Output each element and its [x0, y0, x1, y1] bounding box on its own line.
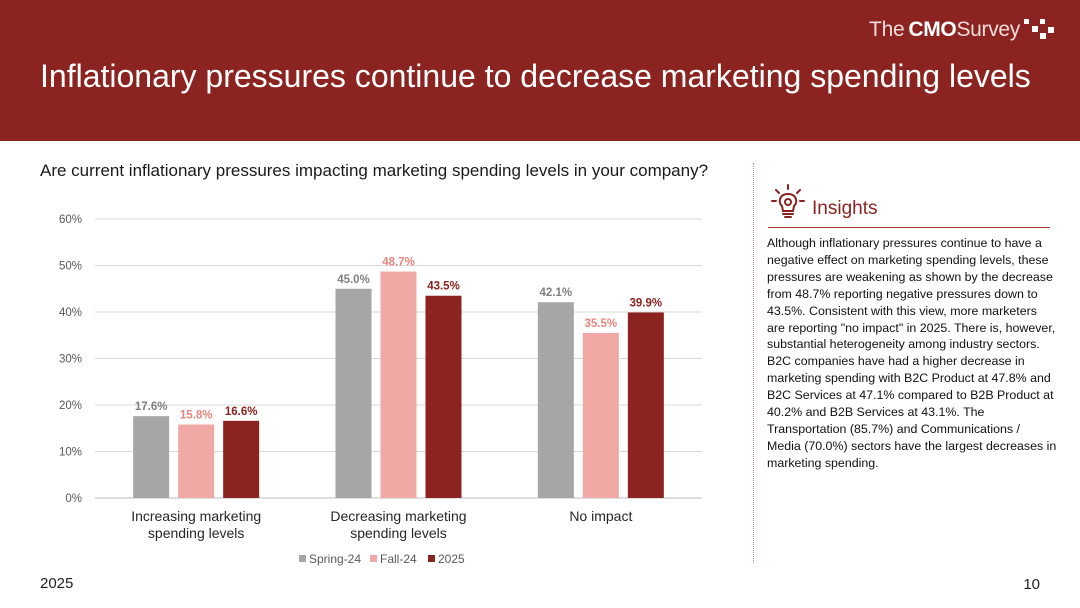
slide-title: Inflationary pressures continue to decre…: [40, 58, 1031, 94]
header-banner: The CMO Survey Inflationary pressures co…: [0, 0, 1080, 141]
brand-word-cmo: CMO: [908, 18, 957, 41]
page-number: 10: [1023, 576, 1040, 593]
y-tick-label: 60%: [59, 214, 82, 226]
bar: [223, 420, 260, 498]
legend-swatch: [370, 555, 377, 562]
x-category-label: Decreasing marketing: [330, 508, 466, 524]
y-tick-label: 50%: [59, 261, 82, 273]
legend-label: Fall-24: [380, 552, 417, 566]
x-category-label: Increasing marketing: [131, 508, 261, 524]
survey-question: Are current inflationary pressures impac…: [40, 161, 709, 180]
legend-swatch: [428, 555, 435, 562]
data-label: 35.5%: [585, 318, 618, 330]
data-label: 42.1%: [540, 287, 573, 299]
y-tick-label: 20%: [59, 400, 82, 412]
brand-logo: The CMO Survey: [869, 17, 1054, 43]
bar: [582, 332, 619, 498]
legend-label: 2025: [438, 552, 465, 566]
bar: [133, 416, 170, 498]
bar: [537, 302, 574, 498]
y-tick-label: 0%: [65, 493, 82, 505]
data-label: 48.7%: [382, 257, 415, 269]
lightbulb-icon: [771, 184, 805, 218]
x-category-label: spending levels: [350, 525, 447, 541]
y-tick-label: 30%: [59, 354, 82, 366]
data-label: 15.8%: [180, 410, 213, 422]
y-tick-label: 10%: [59, 447, 82, 459]
bar: [380, 271, 417, 498]
bar: [425, 295, 462, 498]
data-label: 17.6%: [135, 401, 168, 413]
insights-body: Although inflationary pressures continue…: [767, 236, 1057, 470]
x-category-label: spending levels: [148, 525, 245, 541]
data-label: 43.5%: [427, 281, 460, 293]
brand-word-the: The: [869, 18, 905, 41]
bar: [335, 288, 372, 498]
y-tick-label: 40%: [59, 307, 82, 319]
bar: [627, 312, 664, 498]
legend-label: Spring-24: [309, 552, 361, 566]
insights-header: Insights: [768, 184, 1050, 228]
brand-dots-icon: [1024, 17, 1054, 43]
insights-title: Insights: [812, 198, 878, 219]
brand-word-survey: Survey: [956, 18, 1020, 41]
legend-swatch: [299, 555, 306, 562]
bar: [178, 424, 215, 498]
data-label: 16.6%: [225, 406, 258, 418]
vertical-divider: [753, 163, 754, 563]
data-label: 45.0%: [337, 274, 370, 286]
x-category-label: No impact: [569, 508, 632, 524]
footer-year: 2025: [40, 575, 74, 592]
bar-chart: 0% 10% 20% 30% 40% 50% 60% 17.6% 15.8% 16.6% Incre…: [59, 214, 702, 566]
data-label: 39.9%: [630, 297, 663, 309]
